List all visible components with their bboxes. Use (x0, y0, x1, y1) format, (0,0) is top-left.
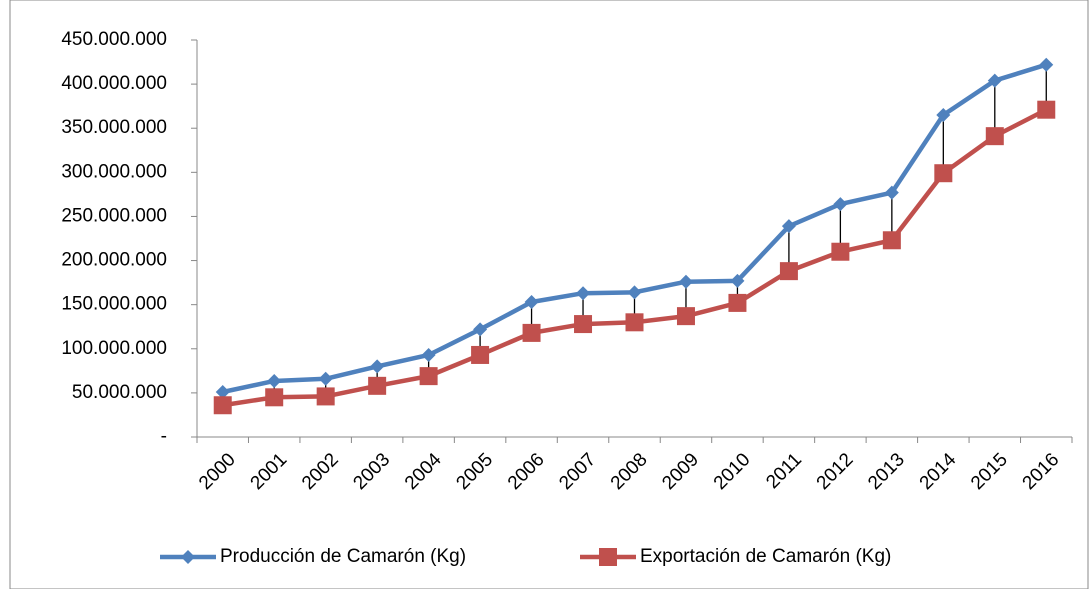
x-tick-label: 2003 (349, 449, 394, 494)
x-tick-label: 2014 (916, 449, 961, 494)
square-marker (985, 127, 1004, 146)
diamond-marker (421, 347, 436, 362)
square-marker (265, 388, 284, 407)
square-marker (419, 367, 438, 386)
square-marker (934, 164, 953, 183)
y-tick-label: - (161, 426, 167, 447)
x-tick-label: 2009 (658, 449, 703, 494)
x-tick-label: 2004 (401, 449, 446, 494)
chart-border (9, 0, 1089, 589)
diamond-marker (576, 286, 591, 301)
y-tick-label: 400.000.000 (61, 73, 167, 94)
x-tick-label: 2008 (607, 449, 652, 494)
square-marker (728, 293, 747, 312)
x-tick-label: 2015 (967, 449, 1012, 494)
square-marker (779, 262, 798, 281)
diamond-marker (678, 274, 693, 289)
diamond-marker (884, 185, 899, 200)
diamond-marker (524, 295, 539, 310)
y-tick-label: 300.000.000 (61, 161, 167, 182)
diamond-marker (833, 197, 848, 212)
diamond-marker (318, 371, 333, 386)
series-line (222, 62, 1047, 395)
x-tick-label: 2001 (247, 449, 292, 494)
square-marker (676, 307, 695, 326)
diamond-marker (267, 373, 282, 388)
square-marker (368, 376, 387, 395)
x-tick-label: 2010 (710, 449, 755, 494)
diamond-marker (215, 385, 230, 400)
diamond-marker (936, 107, 951, 122)
diamond-marker (730, 273, 745, 288)
diamond-marker (370, 359, 385, 374)
y-tick-label: 350.000.000 (61, 117, 167, 138)
square-marker (522, 323, 541, 342)
square-marker (213, 396, 232, 415)
y-tick-label: 450.000.000 (61, 29, 167, 50)
square-marker (574, 315, 593, 334)
legend-label: Producción de Camarón (Kg) (220, 546, 466, 567)
x-tick-label: 2007 (555, 449, 600, 494)
x-tick-label: 2005 (452, 449, 497, 494)
x-tick-label: 2011 (762, 449, 806, 493)
square-marker (625, 313, 644, 332)
square-marker (882, 231, 901, 250)
legend-marker (181, 550, 195, 564)
y-tick-label: 150.000.000 (61, 294, 167, 315)
y-tick-label: 50.000.000 (72, 382, 167, 403)
x-tick-label: 2000 (195, 449, 240, 494)
diamond-marker (781, 219, 796, 234)
x-tick-label: 2002 (298, 449, 343, 494)
diamond-marker (987, 73, 1002, 88)
x-tick-label: 2012 (813, 449, 858, 494)
square-marker (471, 345, 490, 364)
diamond-marker (1039, 57, 1054, 72)
x-tick-label: 2016 (1019, 449, 1064, 494)
diamond-marker (473, 322, 488, 337)
y-tick-label: 100.000.000 (61, 338, 167, 359)
diamond-marker (627, 285, 642, 300)
y-tick-label: 250.000.000 (61, 205, 167, 226)
series-line (222, 107, 1048, 408)
x-tick-label: 2013 (864, 449, 909, 494)
x-tick-label: 2006 (504, 449, 549, 494)
legend-marker (599, 548, 617, 566)
legend-label: Exportación de Camarón (Kg) (640, 546, 891, 567)
square-marker (831, 242, 850, 261)
y-tick-label: 200.000.000 (61, 250, 167, 271)
square-marker (316, 387, 335, 406)
square-marker (1037, 100, 1056, 119)
